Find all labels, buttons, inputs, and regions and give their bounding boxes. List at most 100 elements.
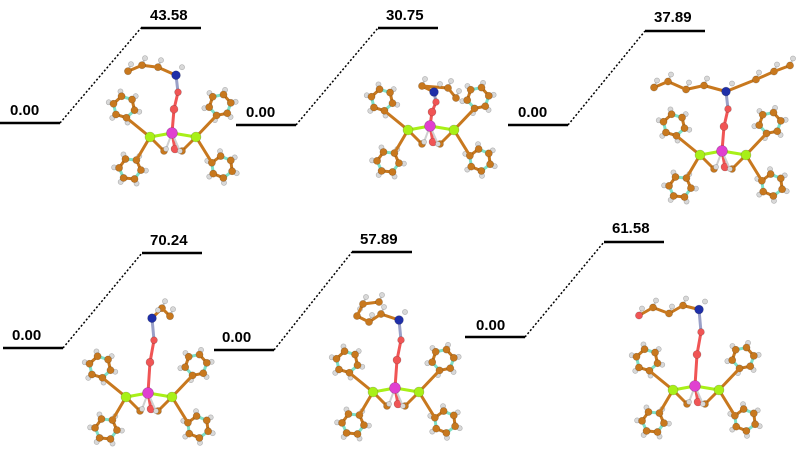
carbon-atom [466, 85, 475, 94]
carbon-atom [106, 366, 115, 375]
oxygen-atom [724, 105, 732, 113]
carbon-atom [121, 155, 130, 163]
carbon-atom [91, 424, 99, 432]
phosphorus-atom [713, 384, 725, 396]
phosphorus-atom [144, 131, 156, 143]
carbon-atom [106, 435, 115, 443]
connector [273, 251, 353, 351]
start-label: 0.00 [12, 327, 41, 344]
carbon-atom [202, 416, 211, 425]
carbon-atom [669, 192, 678, 200]
carbon-atom [360, 421, 368, 429]
carbon-atom [742, 343, 751, 352]
carbon-atom [678, 113, 686, 122]
oxygen-atom [145, 357, 155, 367]
carbon-atom [181, 363, 190, 372]
hydrogen-atom [177, 148, 183, 154]
carbon-atom [166, 312, 174, 321]
carbon-atom [651, 348, 659, 357]
carbon-atom [119, 174, 128, 182]
hydrogen-atom [727, 166, 733, 172]
phosphorus-atom [740, 149, 752, 161]
hydrogen-atom [128, 61, 134, 68]
hydrogen-atom [729, 80, 735, 87]
oxygen-atom [427, 107, 437, 117]
oxygen-atom [150, 336, 158, 344]
carbon-atom [759, 187, 768, 196]
hydrogen-atom [790, 55, 796, 62]
carbon-atom [223, 109, 232, 118]
carbon-atom [204, 427, 213, 436]
hydrogen-atom [422, 76, 428, 82]
carbon-atom [112, 110, 120, 119]
carbon-atom [351, 350, 359, 359]
panel-4: 0.00 70.24 [3, 232, 216, 447]
carbon-atom [219, 90, 228, 99]
hydrogen-atom [170, 306, 176, 313]
carbon-atom [395, 159, 403, 167]
molecule-structure [628, 295, 763, 440]
carbon-atom [185, 429, 194, 438]
hydrogen-atom [162, 298, 168, 305]
carbon-atom [93, 352, 102, 361]
phosphorus-atom [448, 124, 460, 136]
carbon-atom [192, 412, 201, 420]
carbon-atom [442, 345, 451, 354]
carbon-atom [642, 427, 651, 435]
ts-label: 70.24 [150, 232, 188, 249]
carbon-atom [755, 121, 764, 130]
connector [62, 252, 143, 349]
carbon-atom [769, 108, 778, 117]
carbon-atom [388, 168, 397, 176]
phosphorus-atom [166, 391, 178, 403]
phosphorus-atom [367, 386, 379, 398]
hydrogen-atom [654, 77, 660, 84]
carbon-atom [342, 429, 351, 437]
carbon-atom [644, 408, 653, 416]
oxygen-atom [392, 355, 402, 365]
metal-atom [142, 387, 154, 399]
carbon-atom [474, 145, 483, 153]
oxygen-atom [697, 328, 705, 336]
hydrogen-atom [448, 78, 454, 84]
carbon-atom [739, 405, 748, 413]
nitrogen-atom [171, 70, 181, 80]
panel-2: 0.00 30.75 [236, 7, 498, 180]
hydrogen-atom [435, 141, 441, 147]
carbon-atom [228, 167, 237, 176]
carbon-atom [88, 370, 96, 379]
carbon-atom [109, 99, 118, 108]
panel-5: 0.00 57.89 [214, 231, 463, 442]
carbon-atom [732, 422, 741, 431]
carbon-atom [778, 185, 787, 194]
carbon-atom [635, 311, 643, 320]
carbon-atom [687, 184, 695, 192]
oxygen-atom [692, 350, 702, 359]
carbon-atom [184, 352, 193, 361]
carbon-atom [766, 170, 775, 178]
hydrogen-atom [774, 61, 780, 68]
carbon-atom [451, 422, 460, 431]
phosphorus-atom [190, 131, 202, 143]
carbon-atom [481, 102, 490, 111]
carbon-atom [205, 103, 214, 112]
carbon-atom [202, 358, 211, 367]
metal-atom [166, 127, 178, 139]
carbon-atom [731, 345, 740, 354]
carbon-atom [428, 358, 437, 367]
carbon-atom [124, 67, 132, 76]
carbon-atom [446, 364, 455, 373]
carbon-atom [367, 92, 376, 101]
hydrogen-atom [702, 298, 708, 305]
nitrogen-atom [394, 315, 404, 325]
carbon-atom [477, 167, 486, 175]
carbon-atom [452, 94, 460, 102]
carbon-atom [662, 128, 670, 137]
hydrogen-atom [756, 69, 762, 76]
carbon-atom [113, 426, 121, 434]
phosphorus-atom [667, 384, 679, 396]
carbon-atom [632, 352, 641, 361]
carbon-atom [665, 182, 673, 190]
carbon-atom [353, 361, 362, 370]
